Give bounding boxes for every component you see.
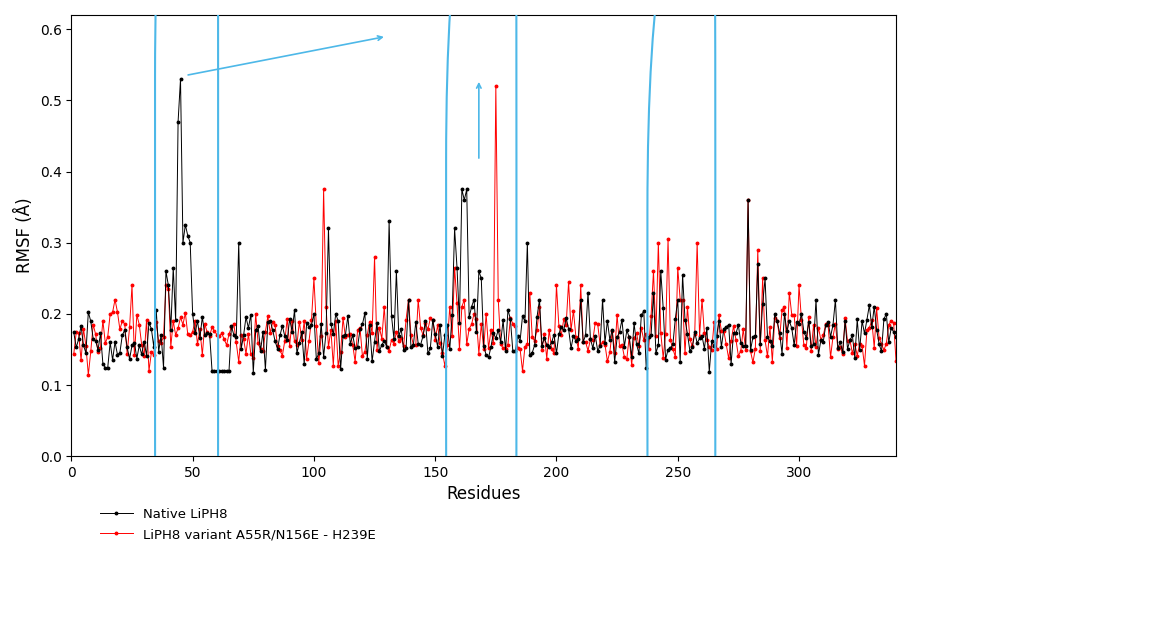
X-axis label: Residues: Residues — [446, 485, 521, 503]
FancyArrowPatch shape — [188, 36, 382, 75]
Native LiPH8 — [889, 334, 903, 341]
Native LiPH8 — [746, 333, 760, 340]
Native LiPH8 — [217, 367, 231, 374]
LiPH8 variant A55R/N156E - H239E — [729, 336, 743, 344]
LiPH8 variant A55R/N156E - H239E — [569, 333, 583, 340]
LiPH8 variant A55R/N156E - H239E — [787, 311, 801, 319]
Native LiPH8 — [246, 369, 260, 376]
FancyArrowPatch shape — [477, 84, 481, 158]
Native LiPH8 — [787, 342, 801, 349]
Native LiPH8 — [174, 76, 188, 83]
Native LiPH8 — [188, 329, 202, 337]
LiPH8 variant A55R/N156E - H239E — [217, 335, 231, 343]
LiPH8 variant A55R/N156E - H239E — [746, 358, 760, 366]
Y-axis label: RMSF (Å): RMSF (Å) — [15, 198, 34, 274]
Native LiPH8 — [67, 329, 81, 336]
Line: LiPH8 variant A55R/N156E - H239E: LiPH8 variant A55R/N156E - H239E — [72, 85, 897, 376]
Line: Native LiPH8: Native LiPH8 — [72, 78, 897, 374]
LiPH8 variant A55R/N156E - H239E — [82, 371, 96, 379]
Native LiPH8 — [569, 337, 583, 345]
LiPH8 variant A55R/N156E - H239E — [67, 350, 81, 358]
Legend: Native LiPH8, LiPH8 variant A55R/N156E - H239E: Native LiPH8, LiPH8 variant A55R/N156E -… — [95, 503, 381, 547]
Native LiPH8 — [729, 330, 743, 337]
LiPH8 variant A55R/N156E - H239E — [489, 82, 503, 90]
LiPH8 variant A55R/N156E - H239E — [188, 318, 202, 325]
LiPH8 variant A55R/N156E - H239E — [889, 358, 903, 365]
